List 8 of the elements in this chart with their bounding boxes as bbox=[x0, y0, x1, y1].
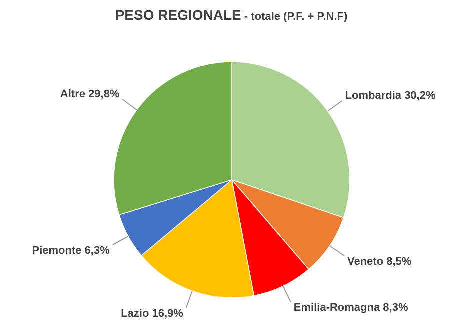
slice-label: Altre 29,8% bbox=[60, 88, 120, 101]
slice-label: Lazio 16,9% bbox=[121, 308, 184, 320]
slice-label: Emilia-Romagna 8,3% bbox=[294, 302, 408, 314]
chart-subtitle: - totale (P.F. + P.N.F) bbox=[241, 11, 348, 23]
slice-label: Lombardia 30,2% bbox=[345, 90, 436, 102]
slice-label: Piemonte 6,3% bbox=[32, 245, 110, 257]
slice-label: Veneto 8,5% bbox=[347, 256, 412, 268]
chart-title: PESO REGIONALE bbox=[115, 7, 242, 23]
